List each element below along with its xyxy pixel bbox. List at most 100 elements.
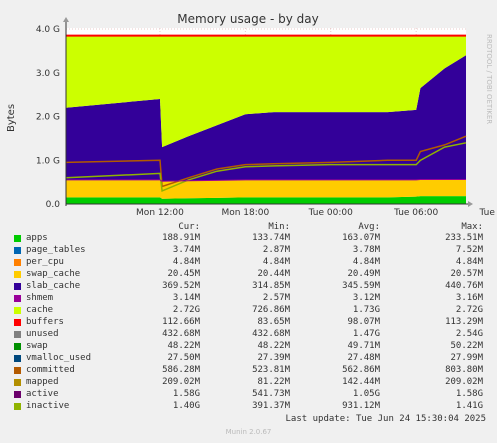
x-tick-labels: Mon 12:00 Mon 18:00 Tue 00:00 Tue 06:00 Tue …	[136, 208, 497, 218]
legend-max: 7.52M	[455, 245, 483, 255]
legend-series-name: unused	[26, 329, 59, 339]
legend-avg: 49.71M	[347, 341, 380, 351]
legend-row: per_cpu 4.84M 4.84M 4.84M 4.84M	[0, 257, 497, 267]
legend-max: 1.41G	[455, 401, 483, 411]
legend-avg: 3.78M	[352, 245, 380, 255]
legend-row: slab_cache 369.52M 314.85M 345.59M 440.76M	[0, 281, 497, 291]
x-axis-arrow	[468, 201, 473, 207]
legend-swatch	[14, 319, 21, 326]
legend-max: 4.84M	[455, 257, 483, 267]
legend-swatch	[14, 235, 21, 242]
legend-cur: 20.45M	[167, 269, 200, 279]
legend-cur: 209.02M	[162, 377, 200, 387]
legend-avg: 163.07M	[342, 233, 380, 243]
legend-min: 432.68M	[252, 329, 290, 339]
legend-row: active 1.58G 541.73M 1.05G 1.58G	[0, 389, 497, 399]
legend-swatch	[14, 307, 21, 314]
legend-max: 1.58G	[455, 389, 483, 399]
header-avg: Avg:	[358, 222, 380, 232]
line-inactive	[65, 142, 467, 192]
legend-swatch	[14, 247, 21, 254]
header-max: Max:	[461, 222, 483, 232]
legend-avg: 20.49M	[347, 269, 380, 279]
legend-row: apps 188.91M 133.74M 163.07M 233.51M	[0, 233, 497, 243]
legend-max: 209.02M	[445, 377, 483, 387]
legend-avg: 98.07M	[347, 317, 380, 327]
legend-swatch	[14, 367, 21, 374]
legend-avg: 345.59M	[342, 281, 380, 291]
legend-series-name: active	[26, 389, 59, 399]
munin-version: Munin 2.0.67	[225, 428, 272, 436]
memory-chart: Memory usage - by day RRDTOOL / TOBI OET…	[6, 12, 497, 218]
legend-avg: 1.05G	[352, 389, 380, 399]
legend-cur: 432.68M	[162, 329, 200, 339]
legend-min: 314.85M	[252, 281, 290, 291]
legend-cur: 27.50M	[167, 353, 200, 363]
legend-swatch	[14, 355, 21, 362]
legend-series-name: committed	[26, 365, 75, 375]
legend-row: cache 2.72G 726.86M 1.73G 2.72G	[0, 305, 497, 315]
legend-cur: 188.91M	[162, 233, 200, 243]
legend-max: 2.54G	[455, 329, 483, 339]
legend-row: committed 586.28M 523.81M 562.86M 803.80M	[0, 365, 497, 375]
legend-max: 50.22M	[450, 341, 483, 351]
legend-series-name: per_cpu	[26, 257, 64, 267]
legend-avg: 931.12M	[342, 401, 380, 411]
legend-cur: 369.52M	[162, 281, 200, 291]
area-cache	[66, 35, 466, 148]
legend-min: 523.81M	[252, 365, 290, 375]
y-tick-label: 1.0 G	[36, 156, 60, 166]
legend-max: 440.76M	[445, 281, 483, 291]
y-axis-label: Bytes	[6, 104, 17, 132]
legend-swatch	[14, 259, 21, 266]
legend-max: 3.16M	[455, 293, 483, 303]
legend-cur: 112.66M	[162, 317, 200, 327]
legend-avg: 3.12M	[352, 293, 380, 303]
legend-cur: 3.14M	[172, 293, 200, 303]
legend-max: 233.51M	[445, 233, 483, 243]
legend-swatch	[14, 403, 21, 410]
legend-min: 48.22M	[257, 341, 290, 351]
legend-series-name: inactive	[26, 401, 70, 411]
legend-row: mapped 209.02M 81.22M 142.44M 209.02M	[0, 377, 497, 387]
legend-avg: 1.47G	[352, 329, 380, 339]
x-tick-label: Mon 12:00	[136, 208, 184, 218]
legend-swatch	[14, 379, 21, 386]
legend-series-name: swap_cache	[26, 269, 81, 279]
legend-row: page_tables 3.74M 2.87M 3.78M 7.52M	[0, 245, 497, 255]
legend-min: 81.22M	[257, 377, 290, 387]
legend-cur: 586.28M	[162, 365, 200, 375]
x-tick-label: Mon 18:00	[221, 208, 269, 218]
legend-avg: 1.73G	[352, 305, 380, 315]
legend-min: 133.74M	[252, 233, 290, 243]
legend-row: shmem 3.14M 2.57M 3.12M 3.16M	[0, 293, 497, 303]
legend-avg: 27.48M	[347, 353, 380, 363]
legend-series-name: page_tables	[26, 245, 86, 255]
legend-series-name: slab_cache	[26, 281, 81, 291]
legend-min: 27.39M	[257, 353, 290, 363]
legend-min: 4.84M	[262, 257, 290, 267]
legend-max: 113.29M	[445, 317, 483, 327]
legend-min: 541.73M	[252, 389, 290, 399]
y-tick-label: 2.0 G	[36, 113, 60, 123]
legend-min: 726.86M	[252, 305, 290, 315]
legend-series-name: buffers	[26, 317, 64, 327]
legend-avg: 142.44M	[342, 377, 380, 387]
legend-cur: 4.84M	[172, 257, 200, 267]
legend-series-name: apps	[26, 233, 48, 243]
legend-min: 2.57M	[262, 293, 290, 303]
legend-cur: 48.22M	[167, 341, 200, 351]
axes	[63, 17, 473, 207]
legend-row: inactive 1.40G 391.37M 931.12M 1.41G	[0, 401, 497, 411]
data-lines	[65, 34, 467, 192]
legend-max: 27.99M	[450, 353, 483, 363]
x-tick-label: Tue 12:00	[479, 208, 497, 218]
legend-series-name: swap	[26, 341, 48, 351]
x-tick-label: Tue 00:00	[308, 208, 353, 218]
line-shmem	[66, 179, 466, 182]
legend-max: 803.80M	[445, 365, 483, 375]
legend-row: vmalloc_used 27.50M 27.39M 27.48M 27.99M	[0, 353, 497, 363]
legend-cur: 3.74M	[172, 245, 200, 255]
legend-row: unused 432.68M 432.68M 1.47G 2.54G	[0, 329, 497, 339]
legend-min: 20.44M	[257, 269, 290, 279]
